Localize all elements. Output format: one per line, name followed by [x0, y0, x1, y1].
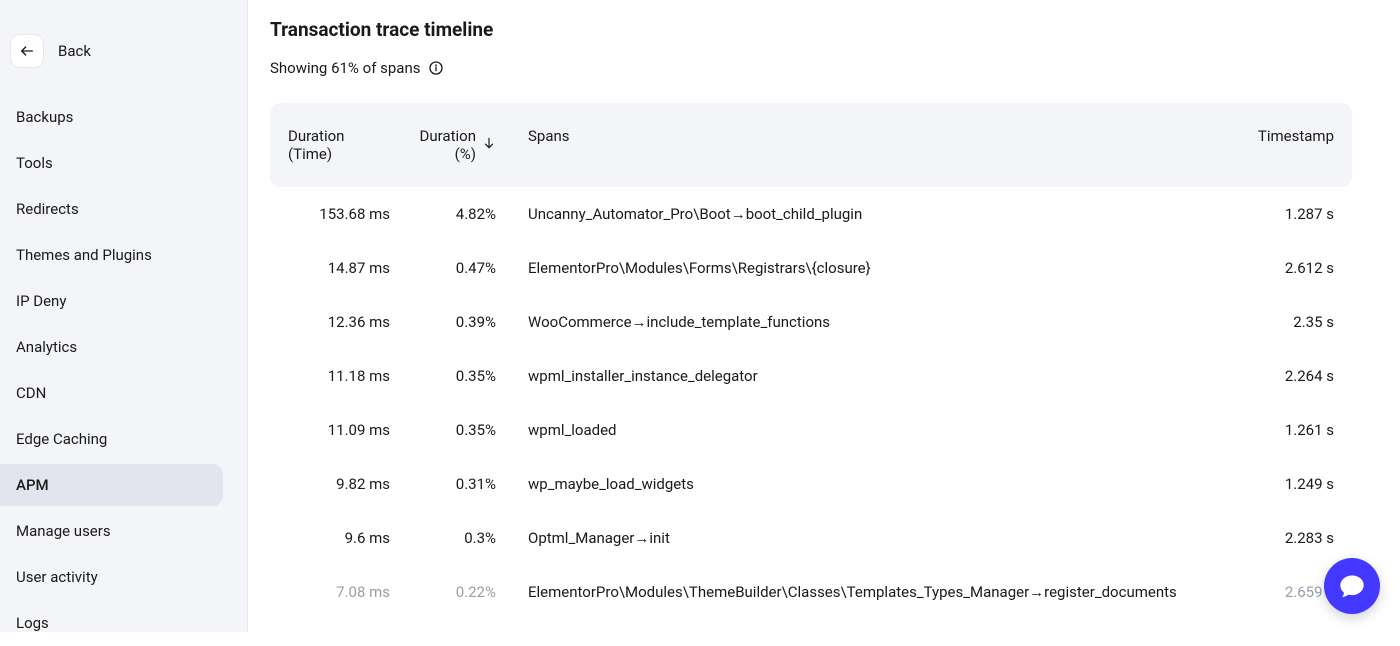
spans-subtitle: Showing 61% of spans: [270, 59, 1352, 77]
sidebar-item-user-activity[interactable]: User activity: [0, 556, 247, 598]
cell-duration: 11.18 ms: [288, 367, 398, 385]
spans-subtitle-text: Showing 61% of spans: [270, 59, 420, 77]
th-percent[interactable]: Duration (%): [398, 127, 528, 163]
cell-timestamp: 1.287 s: [1194, 205, 1334, 223]
th-spans[interactable]: Spans: [528, 127, 1194, 163]
sidebar: Back Backups Tools Redirects Themes and …: [0, 0, 248, 632]
sidebar-item-edge-caching[interactable]: Edge Caching: [0, 418, 247, 460]
back-row: Back: [0, 34, 247, 94]
sidebar-item-cdn[interactable]: CDN: [0, 372, 247, 414]
cell-percent: 0.35%: [398, 421, 528, 439]
sidebar-item-ip-deny[interactable]: IP Deny: [0, 280, 247, 322]
table-row[interactable]: 153.68 ms 4.82% Uncanny_Automator_Pro\Bo…: [270, 187, 1352, 241]
cell-percent: 0.31%: [398, 475, 528, 493]
table-row[interactable]: 9.6 ms 0.3% Optml_Manager→init 2.283 s: [270, 511, 1352, 565]
table-header: Duration (Time) Duration (%) Spans Times…: [270, 103, 1352, 187]
cell-duration: 11.09 ms: [288, 421, 398, 439]
cell-timestamp: 2.264 s: [1194, 367, 1334, 385]
sidebar-item-themes-plugins[interactable]: Themes and Plugins: [0, 234, 247, 276]
back-label: Back: [58, 42, 91, 60]
cell-timestamp: 2.612 s: [1194, 259, 1334, 277]
table-row[interactable]: 14.87 ms 0.47% ElementorPro\Modules\Form…: [270, 241, 1352, 295]
info-icon[interactable]: [428, 60, 444, 76]
cell-span: WooCommerce→include_template_functions: [528, 313, 1194, 331]
cell-percent: 0.22%: [398, 583, 528, 601]
th-percent-label: Duration (%): [398, 127, 476, 163]
cell-timestamp: 1.249 s: [1194, 475, 1334, 493]
cell-span: Optml_Manager→init: [528, 529, 1194, 547]
cell-span: ElementorPro\Modules\Forms\Registrars\{c…: [528, 259, 1194, 277]
sidebar-item-manage-users[interactable]: Manage users: [0, 510, 247, 552]
cell-percent: 4.82%: [398, 205, 528, 223]
cell-timestamp: 2.283 s: [1194, 529, 1334, 547]
arrow-down-icon: [482, 136, 496, 154]
table-row[interactable]: 11.18 ms 0.35% wpml_installer_instance_d…: [270, 349, 1352, 403]
back-button[interactable]: [10, 34, 44, 68]
page-title: Transaction trace timeline: [270, 18, 1352, 41]
chat-fab[interactable]: [1324, 558, 1380, 614]
chat-icon: [1338, 572, 1366, 600]
cell-duration: 9.82 ms: [288, 475, 398, 493]
cell-timestamp: 1.261 s: [1194, 421, 1334, 439]
th-timestamp[interactable]: Timestamp: [1194, 127, 1334, 163]
sidebar-item-analytics[interactable]: Analytics: [0, 326, 247, 368]
cell-timestamp: 2.659 s: [1194, 583, 1334, 601]
cell-span: Uncanny_Automator_Pro\Boot→boot_child_pl…: [528, 205, 1194, 223]
cell-percent: 0.35%: [398, 367, 528, 385]
sidebar-item-logs[interactable]: Logs: [0, 602, 247, 644]
cell-duration: 153.68 ms: [288, 205, 398, 223]
table-row[interactable]: 11.09 ms 0.35% wpml_loaded 1.261 s: [270, 403, 1352, 457]
cell-percent: 0.47%: [398, 259, 528, 277]
table-body: 153.68 ms 4.82% Uncanny_Automator_Pro\Bo…: [270, 187, 1352, 619]
table-row[interactable]: 7.08 ms 0.22% ElementorPro\Modules\Theme…: [270, 565, 1352, 619]
main-content: Transaction trace timeline Showing 61% o…: [248, 0, 1400, 632]
table-row[interactable]: 9.82 ms 0.31% wp_maybe_load_widgets 1.24…: [270, 457, 1352, 511]
sidebar-item-redirects[interactable]: Redirects: [0, 188, 247, 230]
cell-span: ElementorPro\Modules\ThemeBuilder\Classe…: [528, 583, 1194, 601]
cell-span: wp_maybe_load_widgets: [528, 475, 1194, 493]
arrow-left-icon: [19, 43, 35, 59]
cell-percent: 0.39%: [398, 313, 528, 331]
table-row[interactable]: 12.36 ms 0.39% WooCommerce→include_templ…: [270, 295, 1352, 349]
sidebar-item-tools[interactable]: Tools: [0, 142, 247, 184]
cell-percent: 0.3%: [398, 529, 528, 547]
cell-duration: 12.36 ms: [288, 313, 398, 331]
cell-duration: 14.87 ms: [288, 259, 398, 277]
nav-list: Backups Tools Redirects Themes and Plugi…: [0, 94, 247, 646]
sidebar-item-backups[interactable]: Backups: [0, 96, 247, 138]
cell-span: wpml_loaded: [528, 421, 1194, 439]
sidebar-item-apm[interactable]: APM: [0, 464, 223, 506]
cell-duration: 9.6 ms: [288, 529, 398, 547]
cell-span: wpml_installer_instance_delegator: [528, 367, 1194, 385]
cell-timestamp: 2.35 s: [1194, 313, 1334, 331]
trace-table: Duration (Time) Duration (%) Spans Times…: [270, 103, 1352, 619]
th-duration[interactable]: Duration (Time): [288, 127, 398, 163]
cell-duration: 7.08 ms: [288, 583, 398, 601]
